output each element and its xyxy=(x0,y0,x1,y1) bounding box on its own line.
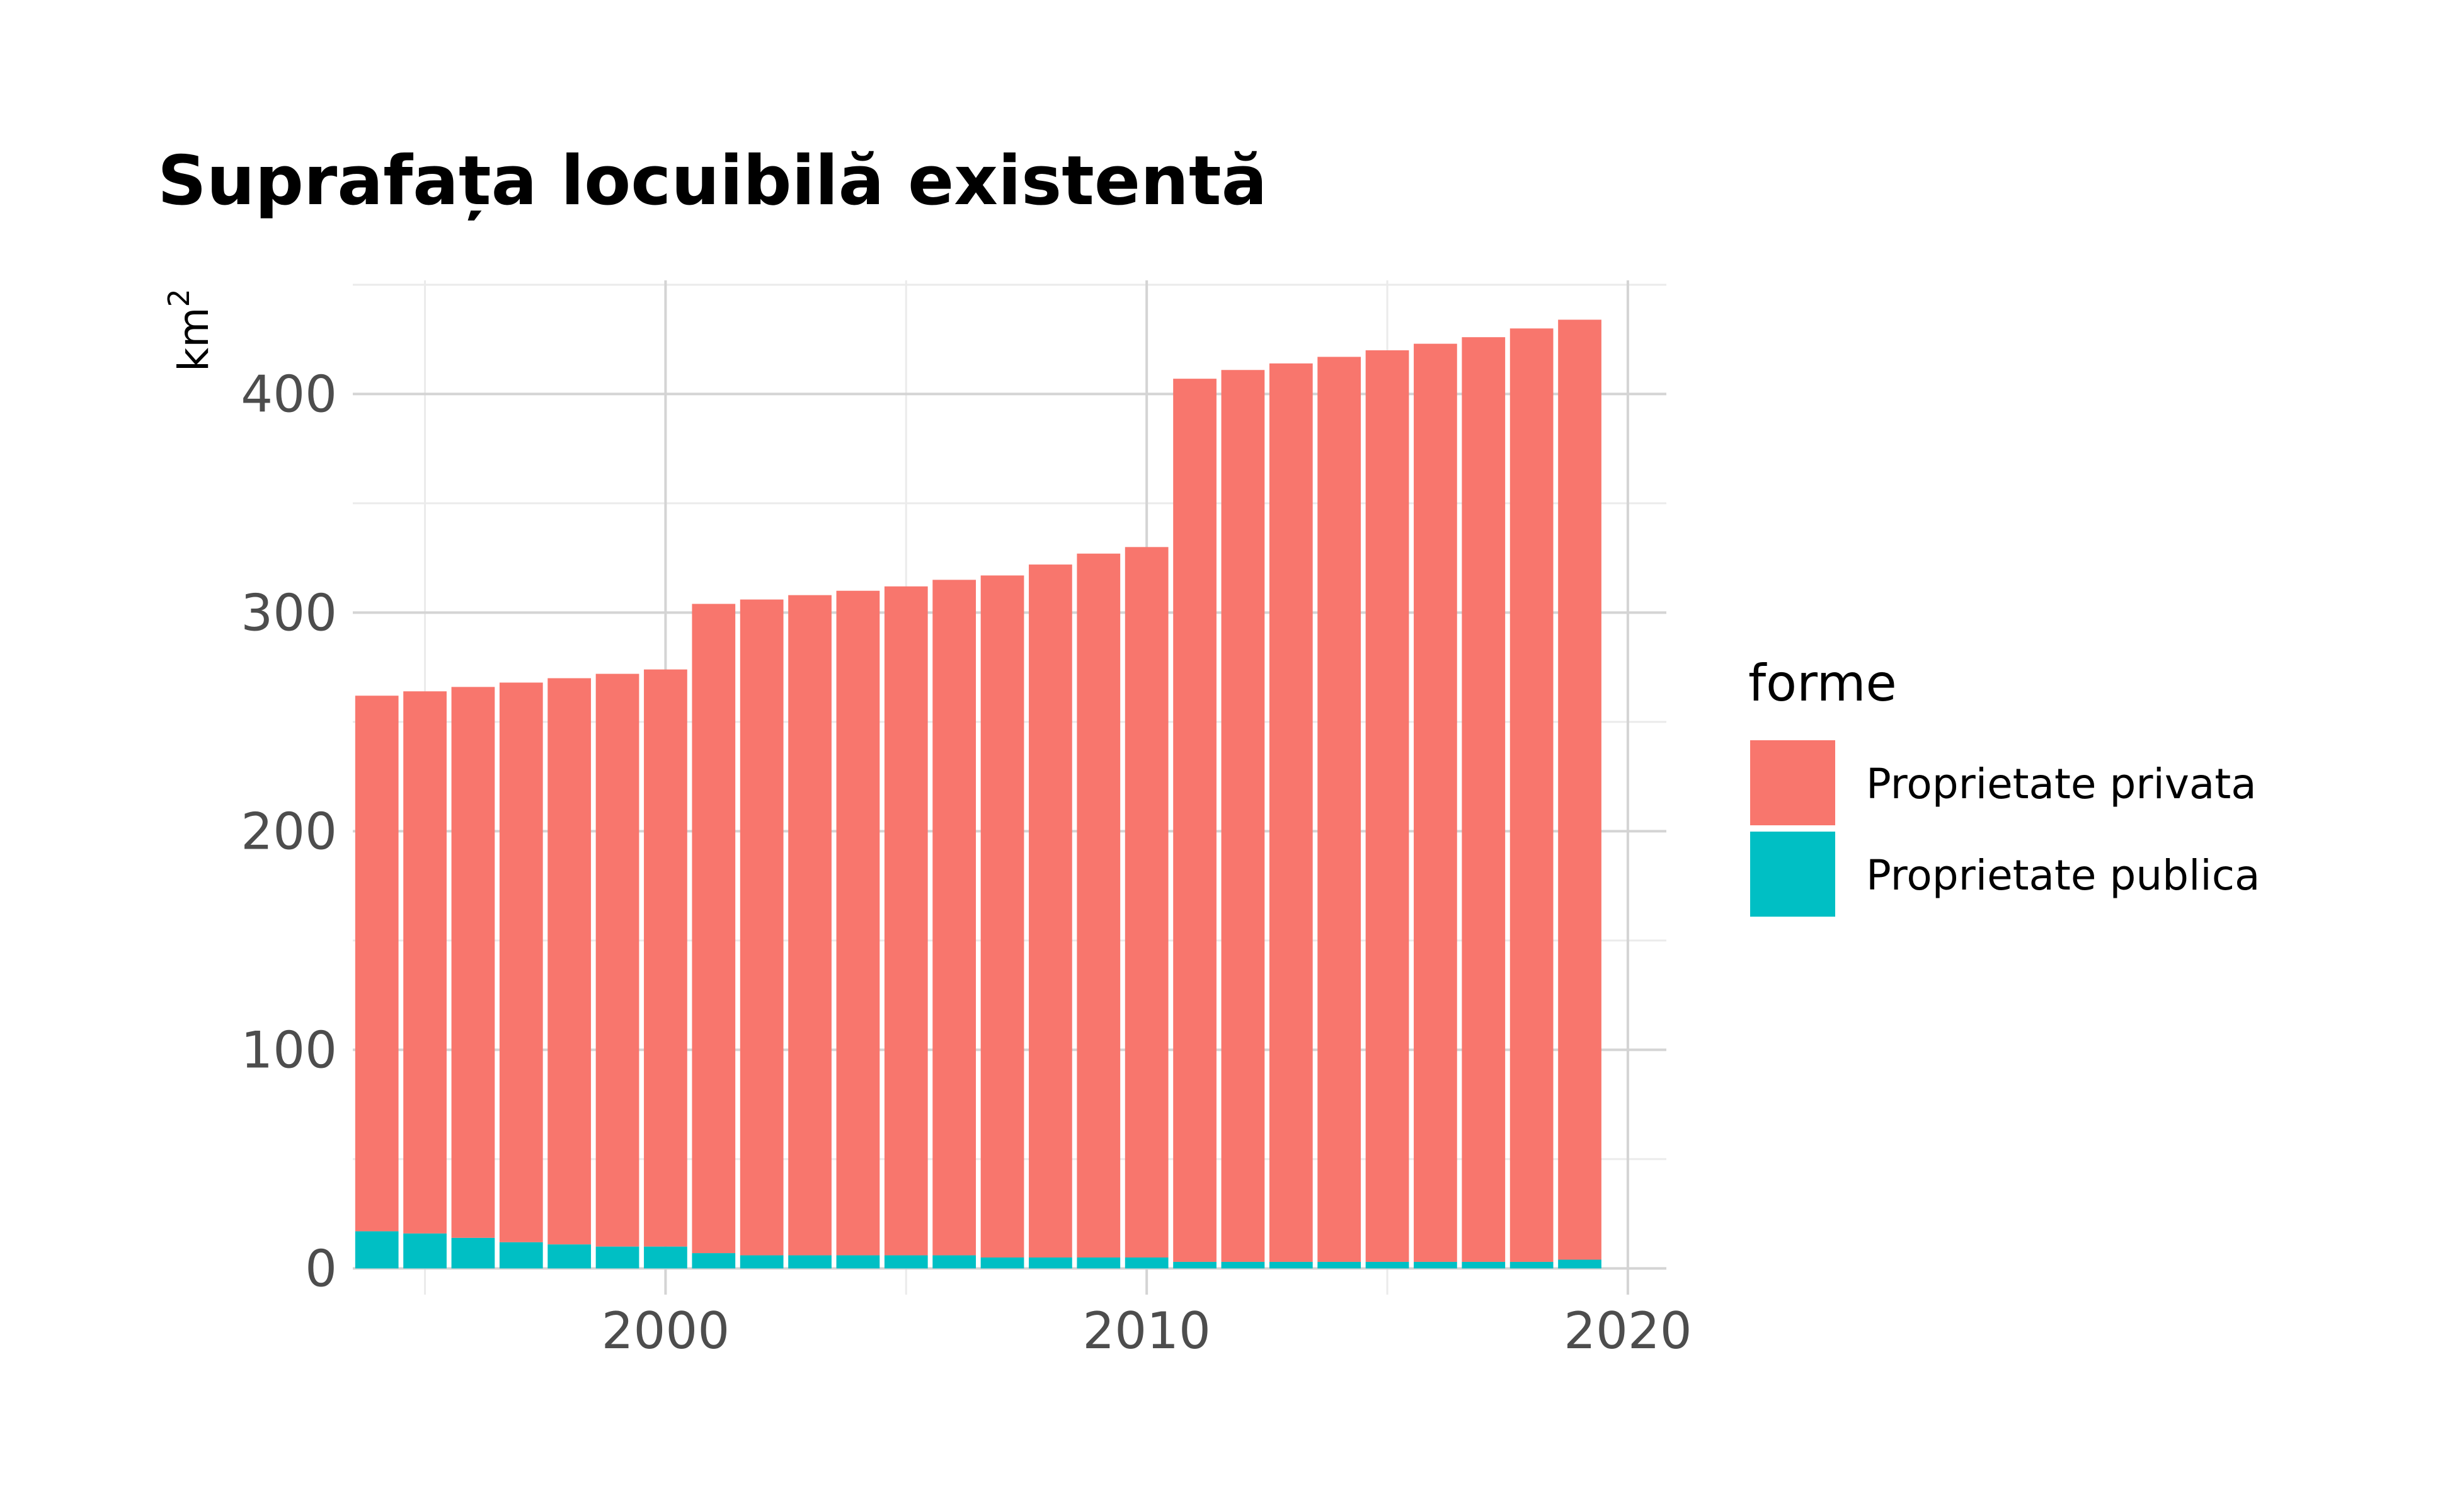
y-axis-ticks: 0 100 200 300 400 xyxy=(241,365,337,1298)
bar-privata-2003 xyxy=(788,595,832,1256)
legend: forme Proprietate privata Proprietate pub… xyxy=(1748,654,2260,917)
bar-publica-2006 xyxy=(932,1255,976,1269)
bar-privata-2006 xyxy=(932,580,976,1256)
bar-publica-2018 xyxy=(1509,1261,1554,1269)
bar-publica-2007 xyxy=(980,1257,1024,1269)
y-tick-label: 300 xyxy=(241,583,337,642)
bar-publica-2005 xyxy=(884,1255,928,1269)
bar-privata-2005 xyxy=(884,586,928,1256)
bar-privata-2011 xyxy=(1173,379,1217,1262)
legend-label: Proprietate privata xyxy=(1866,760,2257,808)
bar-publica-1996 xyxy=(451,1237,495,1269)
bar-privata-2002 xyxy=(740,599,784,1256)
bar-publica-2001 xyxy=(692,1253,736,1269)
bar-publica-2008 xyxy=(1029,1257,1072,1269)
bar-privata-2008 xyxy=(1029,564,1072,1258)
bar-publica-2003 xyxy=(788,1255,832,1269)
y-axis-unit: km xyxy=(169,307,218,372)
bar-privata-2018 xyxy=(1509,328,1554,1262)
bar-privata-2017 xyxy=(1462,337,1506,1262)
x-tick-label: 2010 xyxy=(1082,1302,1211,1360)
bar-publica-2016 xyxy=(1414,1261,1457,1269)
legend-title: forme xyxy=(1748,654,1897,713)
bar-privata-1998 xyxy=(547,678,592,1245)
bar-publica-2013 xyxy=(1269,1261,1313,1269)
bar-privata-2001 xyxy=(692,604,736,1254)
bar-publica-2012 xyxy=(1221,1261,1265,1269)
bar-publica-2017 xyxy=(1462,1261,1506,1269)
bar-privata-1997 xyxy=(499,682,543,1242)
bar-publica-1997 xyxy=(499,1242,543,1269)
legend-entries: Proprietate privata Proprietate publica xyxy=(1750,740,2260,917)
bar-publica-1998 xyxy=(547,1244,592,1269)
bar-publica-2014 xyxy=(1317,1261,1361,1269)
bar-privata-1999 xyxy=(595,673,639,1247)
y-tick-label: 400 xyxy=(241,365,337,423)
bar-privata-2015 xyxy=(1365,350,1409,1262)
legend-swatch xyxy=(1750,832,1835,917)
y-tick-label: 200 xyxy=(241,802,337,861)
bar-privata-2007 xyxy=(980,575,1024,1258)
bar-publica-2000 xyxy=(644,1246,687,1269)
x-tick-label: 2000 xyxy=(602,1302,730,1360)
bar-publica-2011 xyxy=(1173,1261,1217,1269)
bar-privata-1996 xyxy=(451,687,495,1238)
y-tick-label: 0 xyxy=(305,1239,337,1298)
bar-privata-2000 xyxy=(644,669,687,1247)
bar-publica-2010 xyxy=(1125,1257,1169,1269)
bar-publica-2004 xyxy=(836,1255,880,1269)
bar-privata-1995 xyxy=(403,691,447,1234)
bar-publica-1994 xyxy=(355,1231,399,1269)
bar-publica-2002 xyxy=(740,1255,784,1269)
y-axis-label: km2 xyxy=(162,289,218,372)
y-tick-label: 100 xyxy=(241,1021,337,1079)
bar-privata-2004 xyxy=(836,590,880,1256)
y-axis-unit-superscript: 2 xyxy=(162,289,196,307)
bar-privata-2010 xyxy=(1125,547,1169,1258)
bar-publica-1999 xyxy=(595,1246,639,1269)
bar-publica-2019 xyxy=(1558,1259,1601,1269)
bar-privata-1994 xyxy=(355,696,399,1232)
chart-title: Suprafața locuibilă existentă xyxy=(158,142,1268,220)
bar-publica-2009 xyxy=(1077,1257,1121,1269)
bar-publica-2015 xyxy=(1365,1261,1409,1269)
x-axis-ticks: 2000 2010 2020 xyxy=(602,1302,1692,1360)
bar-privata-2016 xyxy=(1414,343,1457,1262)
legend-swatch xyxy=(1750,740,1835,825)
x-tick-label: 2020 xyxy=(1564,1302,1692,1360)
bars xyxy=(355,319,1601,1269)
bar-privata-2013 xyxy=(1269,363,1313,1262)
bar-privata-2009 xyxy=(1077,553,1121,1258)
bar-privata-2014 xyxy=(1317,357,1361,1262)
legend-label: Proprietate publica xyxy=(1866,851,2260,900)
bar-privata-2012 xyxy=(1221,370,1265,1262)
bar-publica-1995 xyxy=(403,1233,447,1269)
bar-privata-2019 xyxy=(1558,319,1601,1260)
